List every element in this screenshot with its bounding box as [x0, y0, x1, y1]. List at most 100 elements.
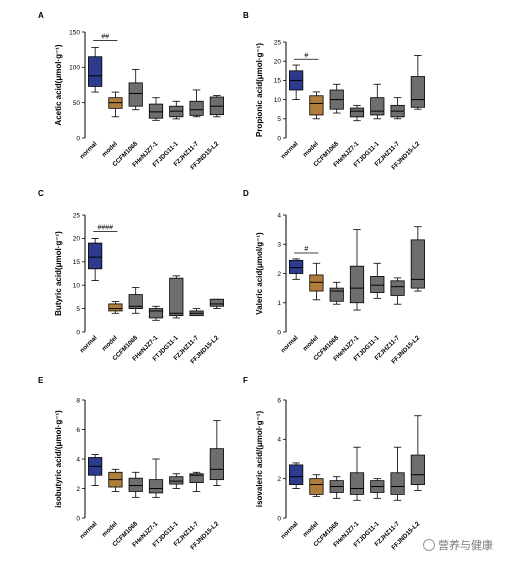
box-iqr: [169, 277, 184, 317]
panel-d-tick-label: 4: [277, 212, 281, 219]
panel-d-box-model: [309, 262, 324, 301]
panel-d-significance-label: #: [304, 246, 308, 253]
panel-f-box-ccfm1068: [329, 476, 344, 499]
panel-a-category-label: model: [101, 140, 119, 158]
panel-b-label: B: [243, 11, 249, 20]
panel-f-category-label: model: [302, 520, 320, 538]
panel-c: C 0 5 10 15 20 25 Butyric acid(μmol·g⁻¹) normal m…: [38, 189, 224, 365]
panel-f: F 0 2 4 6 isovaleric acid/(μmol·g⁻¹) normal mod…: [243, 376, 425, 551]
panel-b-category-label: model: [302, 140, 320, 158]
panel-c-tick-label: 15: [73, 259, 81, 266]
panel-b-tick-label: 15: [274, 78, 282, 85]
panel-f-tick-label: 0: [277, 515, 281, 522]
box-iqr: [289, 259, 304, 274]
panel-b-box-ftjdg11-1: [370, 83, 385, 120]
panel-a-label: A: [38, 11, 44, 20]
panel-b-box-ccfm1068: [329, 83, 344, 114]
panel-c-tick-label: 5: [76, 306, 80, 313]
panel-e-box-normal: [88, 454, 103, 486]
panel-a-box-model: [108, 91, 123, 118]
panel-a-category-label: normal: [79, 140, 99, 160]
watermark-text: 营养与健康: [438, 539, 493, 552]
box-iqr: [390, 280, 405, 296]
panel-e-box-ccfm1068: [128, 471, 143, 498]
panel-e-tick-label: 4: [76, 456, 80, 463]
panel-a-box-fhenjz7-1: [148, 97, 164, 121]
box-iqr: [128, 294, 143, 309]
panel-c-tick-label: 20: [73, 236, 81, 243]
panel-e-tick-label: 6: [76, 427, 80, 434]
panel-c-significance-label: ####: [97, 224, 113, 231]
box-iqr: [148, 479, 164, 494]
panel-c-tick-label: 25: [73, 212, 81, 219]
box-iqr: [370, 276, 385, 293]
panel-c-box-normal: [88, 237, 103, 281]
panel-d-box-fhenjz7-1: [349, 229, 365, 311]
panel-c-tick-label: 10: [73, 283, 81, 290]
panel-f-box-ftjdg11-1: [370, 478, 385, 499]
watermark: 营养与健康: [423, 537, 493, 553]
panel-b-tick-label: 20: [274, 59, 282, 66]
panel-d-tick-label: 3: [277, 242, 281, 249]
panel-e-box-model: [108, 468, 123, 492]
panel-e: E 0 2 4 6 8 isobutyric acid/(μmol·g⁻¹) normal mo…: [38, 376, 224, 551]
panel-b-box-normal: [289, 64, 304, 100]
panel-d-box-ccfm1068: [329, 281, 344, 305]
panel-b-tick-label: 25: [274, 39, 282, 46]
panel-e-box-fzjhz11-7: [189, 471, 204, 492]
panel-b-tick-label: 5: [277, 116, 281, 123]
box-iqr: [169, 476, 184, 485]
panel-a-box-ffjnd15-l2: [209, 95, 224, 118]
box-iqr: [189, 100, 204, 116]
panel-f-tick-label: 6: [277, 397, 281, 404]
panel-d-box-fzjhz11-7: [390, 277, 405, 305]
wechat-icon: [423, 539, 435, 551]
box-iqr: [309, 95, 324, 116]
panel-c-box-ffjnd15-l2: [209, 298, 224, 310]
panel-c-category-label: model: [101, 334, 119, 352]
panel-a-tick-label: 100: [69, 65, 80, 72]
panel-a-y-label: Acetic acid(μmol·g⁻¹): [54, 44, 63, 125]
box-iqr: [88, 56, 103, 87]
panel-b-box-fhenjz7-1: [349, 104, 365, 122]
panel-e-label: E: [38, 376, 44, 385]
panel-b-y-label: Propionic acid(μmol·g⁻¹): [255, 43, 264, 137]
panel-b-tick-label: 0: [277, 135, 281, 142]
box-iqr: [148, 103, 164, 119]
panel-e-category-label: model: [101, 520, 119, 538]
panel-f-box-fzjhz11-7: [390, 446, 405, 501]
box-iqr: [410, 454, 425, 485]
box-iqr: [410, 239, 425, 289]
panel-b-significance-label: #: [304, 52, 308, 59]
panel-c-y-label: Butyric acid(μmol·g⁻¹): [54, 231, 63, 316]
box-iqr: [148, 308, 164, 319]
box-iqr: [309, 478, 324, 495]
panel-c-box-ftjdg11-1: [169, 275, 184, 319]
box-iqr: [209, 298, 224, 307]
panel-f-tick-label: 4: [277, 437, 281, 444]
panel-d-tick-label: 1: [277, 300, 281, 307]
panel-b-tick-label: 10: [274, 97, 282, 104]
panel-e-y-label: isobutyric acid/(μmol·g⁻¹): [54, 410, 63, 508]
panel-a-tick-label: 50: [73, 100, 81, 107]
panel-a-tick-label: 150: [69, 29, 80, 36]
panel-a: A 0 50 100 150 Acetic acid(μmol·g⁻¹) normal mod…: [38, 11, 224, 171]
box-iqr: [128, 82, 143, 107]
panel-a-tick-label: 0: [76, 135, 80, 142]
panel-a-significance-label: ##: [101, 33, 109, 40]
panel-d-category-label: normal: [280, 334, 300, 354]
box-iqr: [329, 287, 344, 302]
panel-c-category-label: normal: [79, 334, 99, 354]
box-iqr: [108, 303, 123, 312]
box-iqr: [289, 464, 304, 485]
box-iqr: [349, 472, 365, 495]
box-iqr: [209, 448, 224, 481]
panel-d-tick-label: 0: [277, 329, 281, 336]
panel-f-box-ffjnd15-l2: [410, 415, 425, 491]
box-iqr: [370, 97, 385, 116]
panel-f-box-fhenjz7-1: [349, 446, 365, 501]
panel-f-y-label: isovaleric acid/(μmol·g⁻¹): [255, 411, 264, 508]
box-iqr: [88, 242, 103, 270]
